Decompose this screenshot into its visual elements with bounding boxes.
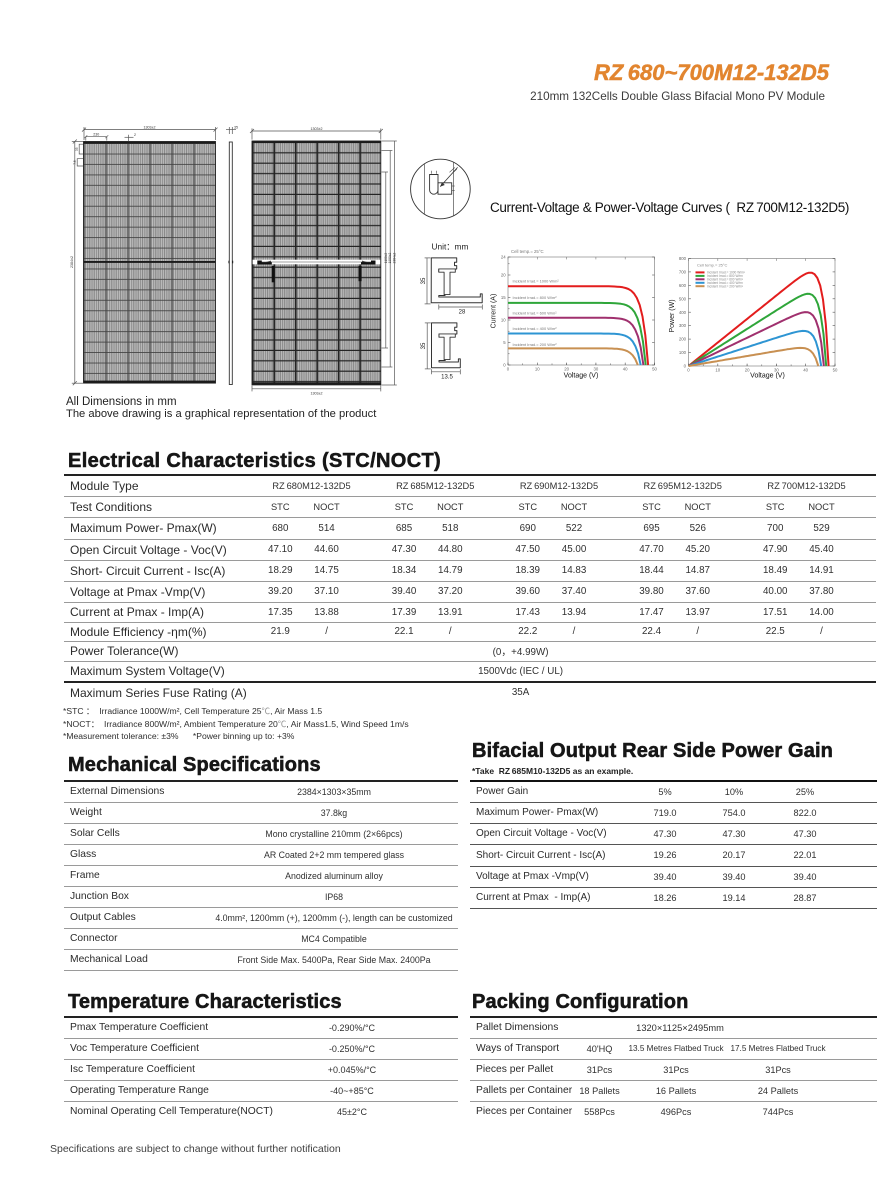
svg-text:500: 500 [679,296,687,301]
svg-text:10: 10 [501,318,506,323]
svg-text:Incident Irrad.= 200 W/m²: Incident Irrad.= 200 W/m² [513,342,558,347]
svg-text:1303±2: 1303±2 [144,125,156,129]
svg-text:40: 40 [803,368,808,373]
svg-text:Current (A): Current (A) [491,294,498,329]
svg-text:200: 200 [679,337,687,342]
svg-text:5: 5 [503,340,506,345]
svg-text:300: 300 [679,323,687,328]
svg-text:0: 0 [503,363,506,368]
svg-text:1303±2: 1303±2 [311,392,323,396]
svg-text:20: 20 [501,273,506,278]
svg-text:600: 600 [679,283,687,288]
svg-text:50: 50 [833,368,838,373]
svg-text:35: 35 [421,342,427,349]
svg-text:230: 230 [93,133,99,137]
svg-text:Voltage (V): Voltage (V) [564,373,599,380]
svg-text:35: 35 [421,277,427,284]
svg-text:1303±2: 1303±2 [311,127,323,131]
svg-text:Incident Irrad.= 400 W/m²: Incident Irrad.= 400 W/m² [513,326,558,331]
svg-text:1100±2: 1100±2 [384,253,388,264]
svg-text:0: 0 [684,364,687,369]
svg-text:30: 30 [594,367,599,372]
svg-text:0: 0 [507,367,510,372]
svg-text:15: 15 [501,295,506,300]
svg-text:2: 2 [134,133,136,137]
svg-text:Incident Irrad.= 200 W/m²: Incident Irrad.= 200 W/m² [707,284,743,288]
svg-text:Cell temp.= 25°C: Cell temp.= 25°C [697,263,728,268]
svg-text:Incident Irrad.= 1000 W/m²: Incident Irrad.= 1000 W/m² [707,271,745,275]
svg-text:Incident Irrad.= 400 W/m²: Incident Irrad.= 400 W/m² [707,281,743,285]
svg-text:Power (W): Power (W) [669,299,676,332]
svg-text:28: 28 [459,310,466,316]
svg-text:40: 40 [623,367,628,372]
svg-text:Incident Irrad.= 800 W/m²: Incident Irrad.= 800 W/m² [513,295,558,300]
svg-text:2384±2: 2384±2 [70,256,74,268]
svg-text:Voltage (V): Voltage (V) [750,373,785,380]
svg-text:Incident Irrad.= 600 W/m²: Incident Irrad.= 600 W/m² [707,278,743,282]
svg-text:100: 100 [679,350,687,355]
svg-text:Incident Irrad.= 800 W/m²: Incident Irrad.= 800 W/m² [707,274,743,278]
svg-text:35: 35 [75,147,79,151]
svg-text:10: 10 [715,368,720,373]
svg-text:0: 0 [687,368,690,373]
svg-text:800: 800 [679,256,687,261]
svg-text:Unit：mm: Unit：mm [432,242,469,252]
svg-text:Incident Irrad.= 1000 W/m²: Incident Irrad.= 1000 W/m² [513,278,560,283]
svg-text:7.5: 7.5 [73,160,77,165]
svg-text:700: 700 [679,269,687,274]
svg-text:20: 20 [745,368,750,373]
svg-text:400: 400 [679,310,687,315]
svg-text:Incident Irrad.= 600 W/m²: Incident Irrad.= 600 W/m² [513,311,558,316]
svg-text:50: 50 [652,367,657,372]
svg-text:30: 30 [774,368,779,373]
svg-text:2384±2: 2384±2 [393,252,397,263]
svg-text:35: 35 [234,125,238,129]
svg-text:Cell temp.= 25°C: Cell temp.= 25°C [511,249,544,254]
svg-text:1950±2: 1950±2 [388,252,392,263]
svg-text:24: 24 [501,255,506,260]
svg-text:10: 10 [535,367,540,372]
svg-text:13.5: 13.5 [441,375,453,381]
svg-text:20: 20 [564,367,569,372]
